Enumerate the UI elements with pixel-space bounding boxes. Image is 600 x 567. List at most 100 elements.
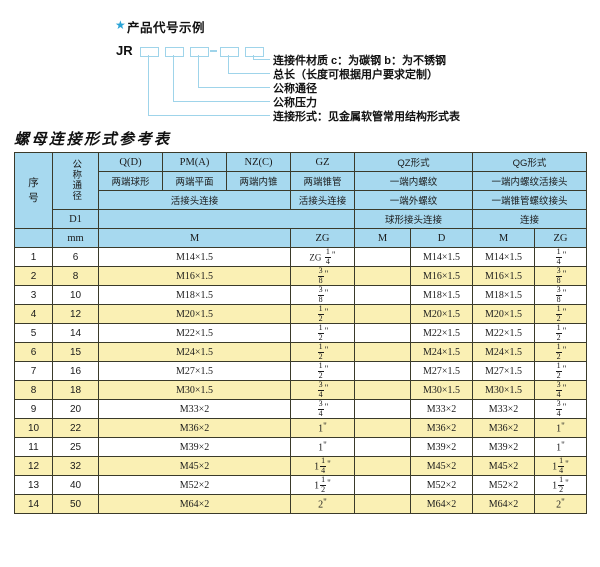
cell-nominal-diameter: 32 (52, 456, 99, 476)
cell-thread-m-left: M33×2 (98, 399, 291, 419)
table-row: 11 25 M39×2 1" M39×2 M39×2 1" (14, 437, 588, 457)
header-group-code-qg: QG形式 (472, 152, 588, 172)
cell-qz-d: M18×1.5 (409, 285, 474, 305)
header-external-thread-qz: 一端外螺纹 (353, 190, 474, 210)
table-row: 12 32 M45×2 1 1 4 " M45×2 M45×2 1 1 4 " (14, 456, 588, 476)
table-row: 3 10 M18×1.5 3 8 " M18×1.5 M18×1.5 3 8 " (14, 285, 588, 305)
cell-qg-m: M64×2 (472, 494, 536, 514)
cell-gz-zg: 1 2 " (290, 323, 355, 343)
cell-qg-m: M33×2 (472, 399, 536, 419)
cell-seq: 9 (14, 399, 53, 419)
cell-qz-m (354, 418, 411, 438)
cell-gz-zg: 3 8 " (290, 285, 355, 305)
header-group-code-pma: PM(A) (162, 152, 227, 172)
cell-qg-m: M14×1.5 (472, 247, 536, 267)
cell-qg-m: M18×1.5 (472, 285, 536, 305)
cell-qg-zg: 1 2 " (534, 361, 588, 381)
cell-thread-m-left: M52×2 (98, 475, 291, 495)
code-box-1 (140, 47, 159, 57)
cell-thread-m-left: M30×1.5 (98, 380, 291, 400)
cell-qz-m (354, 494, 411, 514)
header-row-descriptions: 两端球形 两端平面 两端内锥 两端锥管 一端内螺纹 一端内螺纹活接头 (15, 171, 588, 191)
cell-nominal-diameter: 40 (52, 475, 99, 495)
header-d1: D1 (52, 209, 99, 229)
cell-qz-d: M24×1.5 (409, 342, 474, 362)
cell-nominal-diameter: 10 (52, 285, 99, 305)
code-box-2 (165, 47, 184, 57)
cell-gz-zg: 1 1 4 " (290, 456, 355, 476)
cell-thread-m-left: M18×1.5 (98, 285, 291, 305)
cell-qg-zg: 2" (534, 494, 588, 514)
cell-qg-zg: 3 4 " (534, 399, 588, 419)
cell-qg-m: M16×1.5 (472, 266, 536, 286)
cell-qz-d: M14×1.5 (409, 247, 474, 267)
header-unit-zg-qg: ZG (534, 228, 588, 248)
header-row-connection: 活接头连接 活接头连接 一端外螺纹 一端锥管螺纹接头 (15, 190, 588, 210)
nut-connection-reference-table: 序 号 公称通径 Q(D) PM(A) NZ(C) GZ QZ形式 QG形式 两… (14, 152, 588, 514)
header-blank-left (98, 209, 355, 229)
cell-qz-m (354, 266, 411, 286)
cell-gz-zg: 1 1 2 " (290, 475, 355, 495)
cell-qg-zg: 1 1 2 " (534, 475, 588, 495)
cell-gz-zg: 2" (290, 494, 355, 514)
cell-gz-zg: 1" (290, 437, 355, 457)
cell-seq: 14 (14, 494, 53, 514)
cell-seq: 5 (14, 323, 53, 343)
cell-gz-zg: 3 4 " (290, 399, 355, 419)
header-row-d1: D1 球形接头连接 连接 (15, 209, 588, 229)
header-unit-m-qg: M (472, 228, 536, 248)
header-unit-mm: mm (52, 228, 99, 248)
table-row: 8 18 M30×1.5 3 4 " M30×1.5 M30×1.5 3 4 " (14, 380, 588, 400)
header-group-desc-nzc: 两端内锥 (226, 171, 291, 191)
cell-qz-m (354, 342, 411, 362)
cell-thread-m-left: M45×2 (98, 456, 291, 476)
leader-line-connection-form-v (148, 55, 150, 116)
cell-qz-d: M27×1.5 (409, 361, 474, 381)
cell-qg-zg: 1 2 " (534, 304, 588, 324)
table-row: 14 50 M64×2 2" M64×2 M64×2 2" (14, 494, 588, 514)
cell-seq: 13 (14, 475, 53, 495)
cell-qg-zg: 1 2 " (534, 342, 588, 362)
header-row-units: mm M ZG M D M ZG (14, 228, 588, 248)
cell-thread-m-left: M14×1.5 (98, 247, 291, 267)
cell-nominal-diameter: 18 (52, 380, 99, 400)
cell-qg-m: M52×2 (472, 475, 536, 495)
cell-qz-d: M30×1.5 (409, 380, 474, 400)
header-group-code-gz: GZ (290, 152, 355, 172)
cell-qg-zg: 3 8 " (534, 266, 588, 286)
cell-qg-zg: 1 4 " (534, 247, 588, 267)
header-connection-qg: 连接 (472, 209, 588, 229)
leader-line-nominal-pressure-v (173, 55, 175, 102)
cell-qz-d: M36×2 (409, 418, 474, 438)
header-group-desc-qd: 两端球形 (98, 171, 163, 191)
header-unit-zg-gz: ZG (290, 228, 355, 248)
header-group-code-qz: QZ形式 (353, 152, 474, 172)
header-unit-m-left: M (98, 228, 291, 248)
cell-thread-m-left: M64×2 (98, 494, 291, 514)
cell-seq: 8 (14, 380, 53, 400)
leader-line-nominal-pressure-h (173, 101, 270, 103)
cell-gz-zg: 1 2 " (290, 342, 355, 362)
cell-gz-zg: ZG 1 4 " (290, 247, 355, 267)
table-title: 螺母连接形式参考表 (14, 131, 172, 148)
cell-nominal-diameter: 6 (52, 247, 99, 267)
cell-qz-d: M22×1.5 (409, 323, 474, 343)
header-union-connection-gz: 活接头连接 (290, 190, 355, 210)
cell-qz-d: M16×1.5 (409, 266, 474, 286)
header-row-codes: 序 号 公称通径 Q(D) PM(A) NZ(C) GZ QZ形式 QG形式 (14, 152, 588, 229)
cell-qz-m (354, 304, 411, 324)
header-unit-blank-seq (14, 228, 53, 248)
cell-nominal-diameter: 22 (52, 418, 99, 438)
cell-qz-m (354, 361, 411, 381)
cell-qg-m: M30×1.5 (472, 380, 536, 400)
cell-thread-m-left: M39×2 (98, 437, 291, 457)
table-row: 4 12 M20×1.5 1 2 " M20×1.5 M20×1.5 1 2 " (14, 304, 588, 324)
leader-line-total-length-v (228, 55, 230, 74)
cell-qg-m: M27×1.5 (472, 361, 536, 381)
cell-nominal-diameter: 8 (52, 266, 99, 286)
callout-label-total-length: 总长（长度可根据用户要求定制） (273, 69, 438, 81)
cell-qz-m (354, 437, 411, 457)
code-box-5 (245, 47, 264, 57)
table-row: 6 15 M24×1.5 1 2 " M24×1.5 M24×1.5 1 2 " (14, 342, 588, 362)
callout-label-nominal-pressure: 公称压力 (273, 97, 317, 109)
